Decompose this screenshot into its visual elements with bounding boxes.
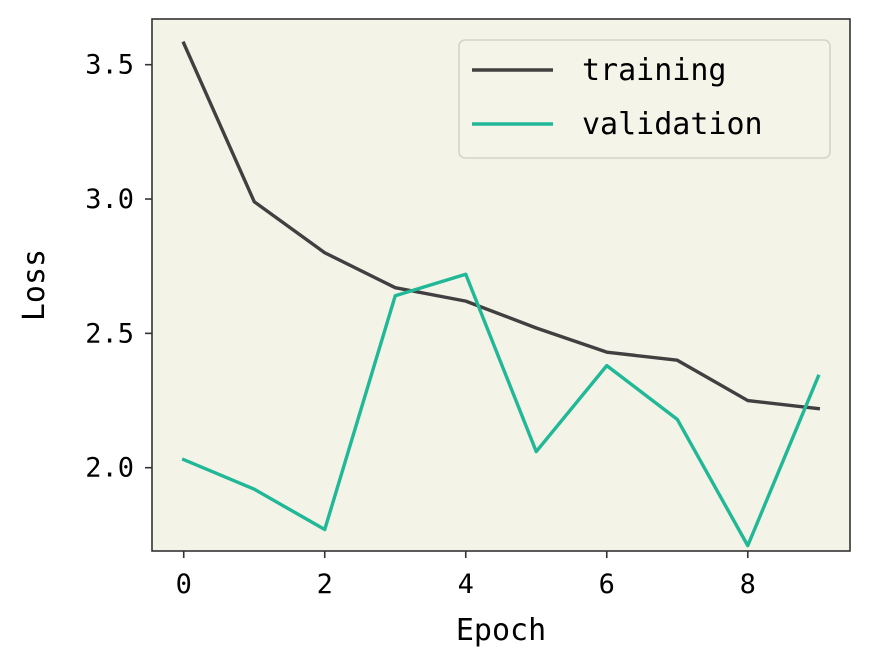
x-axis-label: Epoch <box>456 613 546 648</box>
legend-label-validation: validation <box>582 107 763 142</box>
y-axis-label: Loss <box>17 249 52 321</box>
x-tick-label: 2 <box>317 569 333 600</box>
x-tick-label: 6 <box>599 569 615 600</box>
plot-frame <box>151 18 851 552</box>
legend: training validation <box>458 39 831 159</box>
series-line-training <box>181 40 821 411</box>
x-axis: 0 2 4 6 8 <box>176 551 756 600</box>
y-tick-label: 3.5 <box>85 50 134 81</box>
y-tick-label: 3.0 <box>85 184 134 215</box>
y-axis: 2.0 2.5 3.0 3.5 <box>85 50 152 484</box>
y-tick-label: 2.0 <box>85 453 134 484</box>
x-tick-label: 8 <box>740 569 756 600</box>
x-tick-label: 4 <box>458 569 474 600</box>
y-tick-label: 2.5 <box>85 318 134 349</box>
legend-label-training: training <box>582 53 727 88</box>
series-layer <box>181 40 821 548</box>
series-line-validation <box>181 272 821 548</box>
x-tick-label: 0 <box>176 569 192 600</box>
